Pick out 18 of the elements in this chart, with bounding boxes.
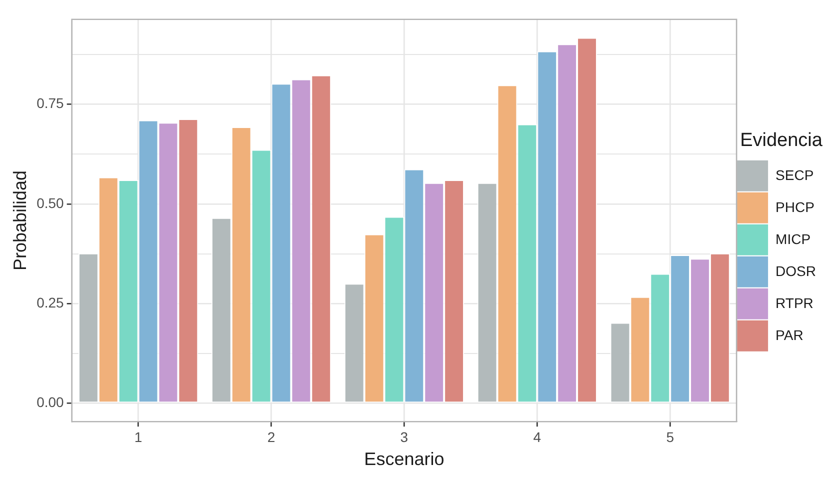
legend-label: RTPR [776, 294, 814, 311]
legend-label: MICP [776, 230, 811, 247]
x-tick-label: 1 [134, 428, 142, 445]
x-tick-label: 2 [267, 428, 276, 445]
y-tick-label: 0.25 [36, 294, 64, 310]
legend-label: SECP [776, 166, 814, 183]
y-tick-label: 0.75 [36, 95, 64, 112]
x-tick-label: 5 [666, 428, 674, 445]
y-axis-title: Probabilidad [10, 170, 30, 271]
x-tick-label: 3 [400, 428, 408, 445]
legend-label: PAR [776, 326, 804, 343]
legend-label: DOSR [776, 262, 816, 279]
y-tick-label: 0.00 [36, 394, 64, 410]
x-axis-title: Escenario [364, 449, 444, 470]
legend-label: PHCP [776, 198, 814, 215]
y-tick-label: 0.50 [36, 194, 64, 211]
legend-title: Evidencia [740, 130, 823, 151]
x-tick-label: 4 [533, 428, 542, 445]
